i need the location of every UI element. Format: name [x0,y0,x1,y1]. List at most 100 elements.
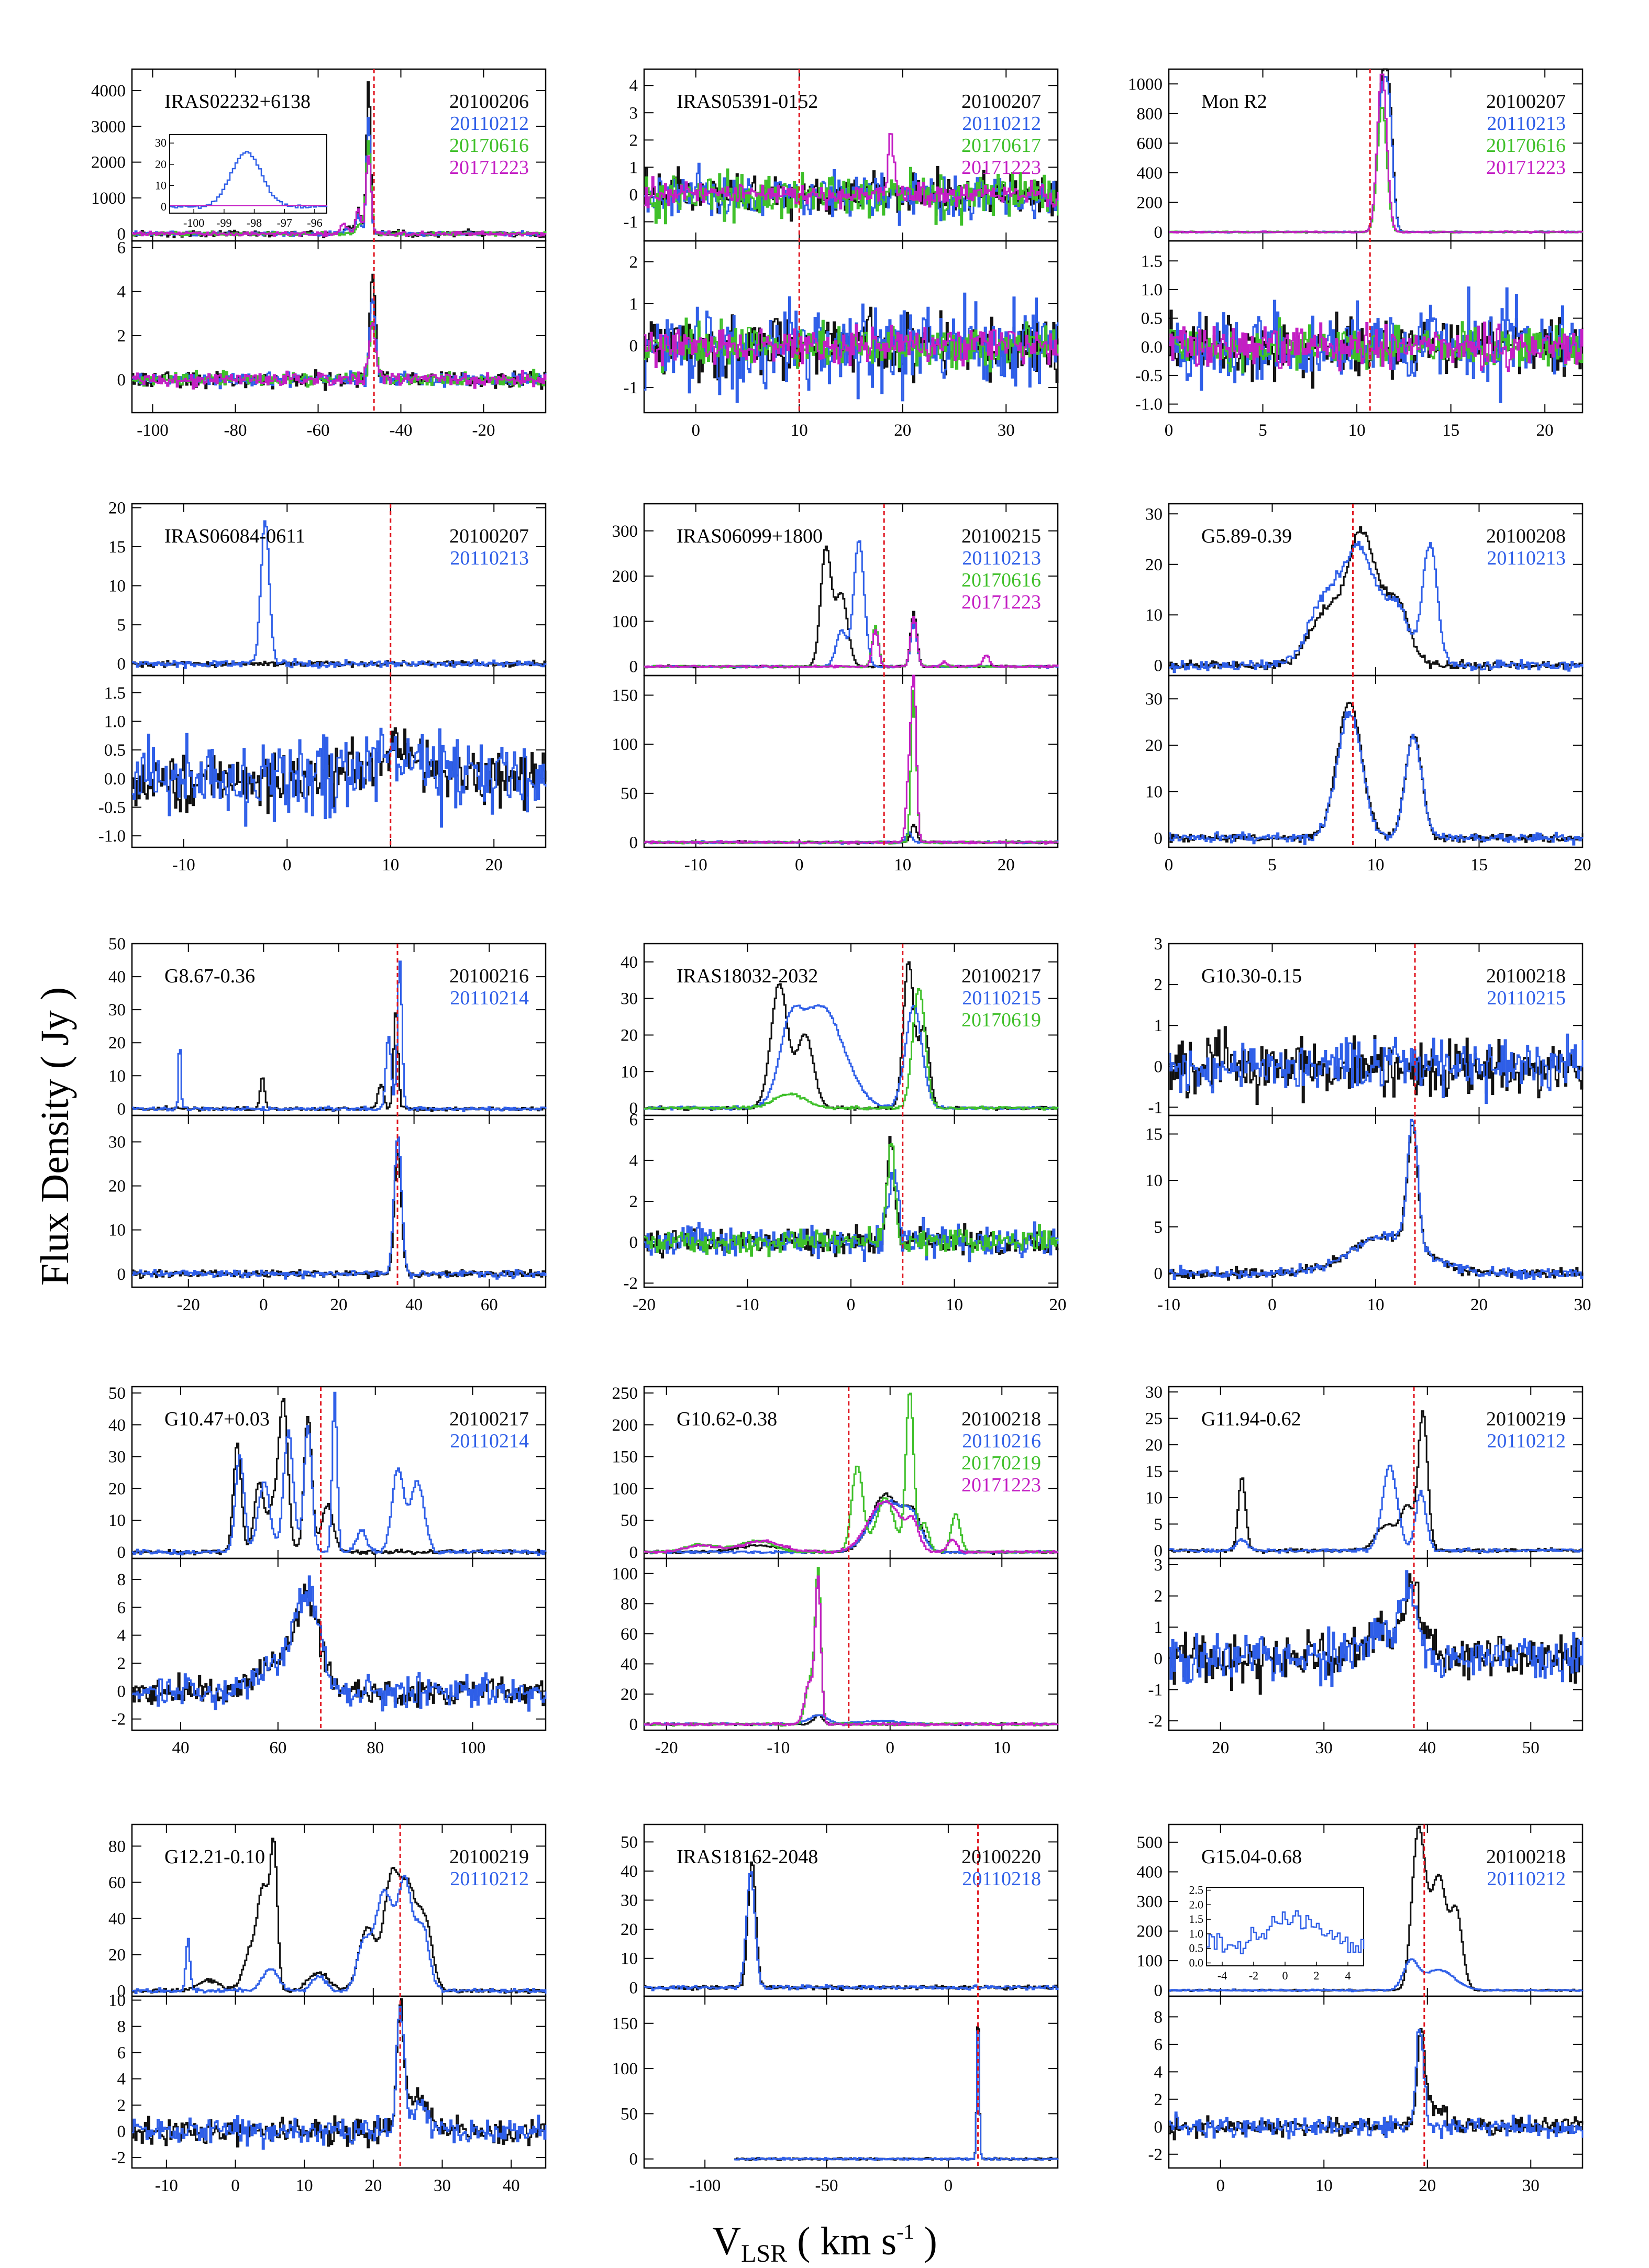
panel-9-xtick-label-3: 20 [1470,1296,1488,1314]
panel-15-xtick-label-0: 0 [1216,2176,1225,2195]
panel-7-top-series-20110214 [132,960,547,1112]
panel-9-bottom-series-20110215 [1169,1119,1584,1280]
panel-13-legend-20110212: 20110212 [450,1868,529,1890]
panel-4-bottom-series-20110213 [132,727,547,828]
panel-3-bottom-ytick-label-3: 0.5 [1141,309,1163,328]
panel-13-source-label: G12.21-0.10 [164,1846,265,1868]
panel-11-legend-20110216: 20110216 [962,1430,1041,1452]
panel-15-top-ytick-label-5: 500 [1137,1833,1163,1852]
panel-11-bottom-ytick-label-4: 80 [621,1595,638,1613]
panel-13-top-ytick-label-0: 0 [117,1982,126,2001]
panel-12-source-label: G11.94-0.62 [1201,1408,1301,1430]
panel-5-legend-20110213: 20110213 [962,547,1041,569]
panel-7-source-label: G8.67-0.36 [164,965,255,987]
panel-8-xtick-label-0: -20 [633,1296,656,1314]
panel-15-inset-series [1207,1910,1365,1954]
panel-12-top-ytick-label-2: 10 [1145,1489,1163,1508]
panel-1-inset-xtick-4: -96 [307,216,322,229]
panel-4: 0 5 10 15 20 -1.0 -0.5 0.0 0.5 1.0 1.5 -10 0 10 20 IRAS… [98,499,547,875]
panel-6-bottom-ytick-label-2: 20 [1145,736,1163,755]
panel-10-top-ytick-label-5: 50 [108,1384,126,1403]
panel-7-xtick-label-1: 0 [259,1296,268,1314]
panel-6-xtick-label-4: 20 [1574,856,1591,875]
panel-7-bottom-ytick-label-0: 0 [117,1265,126,1284]
panel-4-top-ytick-label-1: 5 [117,616,126,635]
panel-10-top-ytick-label-1: 10 [108,1511,126,1530]
panel-3-xtick-label-0: 0 [1165,421,1174,440]
y-axis-label: Flux Density ( Jy ) [33,987,77,1286]
panel-14-source-label: IRAS18162-2048 [677,1846,818,1868]
panel-1-bottom-ytick-label-0: 0 [117,371,126,390]
panel-7-bottom-series-20100216 [132,1153,547,1279]
panel-10-bottom-series-20110214 [132,1575,547,1712]
panel-1-inset-xtick-2: -98 [247,216,262,229]
panel-3-xtick-label-1: 5 [1258,421,1267,440]
panel-14-top-ytick-label-0: 0 [629,1978,638,1997]
panel-1-source-label: IRAS02232+6138 [164,91,311,113]
panel-8-legend-20170619: 20170619 [961,1009,1041,1031]
panel-12-bottom-ytick-label-0: -2 [1148,1712,1163,1731]
panel-15-bottom-ytick-label-4: 6 [1154,2035,1163,2054]
panel-3-xtick-label-4: 20 [1536,421,1554,440]
panel-4-legend-20110213: 20110213 [450,547,529,569]
panel-9-bottom-ytick-label-3: 15 [1145,1125,1163,1144]
panel-6-bottom-ytick-label-0: 0 [1154,829,1163,848]
panel-2-legend-20100207: 20100207 [961,91,1041,113]
panel-15-inset-xtick-1: -2 [1249,1969,1258,1982]
panel-13-xtick-label-3: 20 [364,2176,382,2195]
panel-6-top-series-20110213 [1169,540,1584,673]
panel-2-bottom-ytick-label-3: 2 [629,253,638,272]
panel-3-bottom-series-20171223 [1169,322,1584,372]
panel-15-bottom-ytick-label-3: 4 [1154,2063,1163,2082]
panel-15-inset-ytick-2: 1.0 [1189,1927,1204,1940]
panel-13-bottom-ytick-label-5: 8 [117,2018,126,2037]
panel-14: 0 10 20 30 40 50 0 50 100 150 -100 -50 0 IRAS18162-20… [612,1823,1059,2195]
panel-1-inset-ytick-1: 10 [155,179,167,192]
panel-13-top-series-20110212 [132,1875,547,1995]
panel-11-top-ytick-label-2: 100 [612,1479,638,1498]
panel-2-bottom-ytick-label-1: 0 [629,337,638,356]
panel-1-inset-xtick-3: -97 [277,216,292,229]
panel-9-bottom-ytick-label-1: 5 [1154,1218,1163,1237]
panel-13-top-ytick-label-1: 20 [108,1946,126,1965]
panel-9-bottom-ytick-label-0: 0 [1154,1264,1163,1283]
panel-4-xtick-label-2: 10 [382,856,399,875]
panel-15-bottom-series-20110212 [1169,2029,1584,2140]
panel-5-xtick-label-0: -10 [684,856,707,875]
panel-8-bottom-series-20170619 [644,1143,1059,1257]
panel-9-top-ytick-label-1: 0 [1154,1057,1163,1076]
panel-2-top-series-20171223 [644,133,1059,211]
panel-3-top-ytick-label-2: 400 [1137,164,1163,183]
panel-5-bottom-series-20170616 [644,690,1059,845]
panel-6-bottom-ytick-label-3: 30 [1145,690,1163,709]
panel-15-inset-xtick-3: 2 [1314,1969,1320,1982]
panel-5-top-ytick-label-0: 0 [629,658,638,677]
panel-14-legend-20110218: 20110218 [962,1868,1041,1890]
panel-12-bottom-ytick-label-4: 2 [1154,1587,1163,1606]
panel-7-top-series-20100216 [132,1012,547,1112]
panel-7-top-ytick-label-4: 40 [108,968,126,987]
panel-2-xtick-label-0: 0 [692,421,701,440]
panel-2-bottom-frame [643,240,1059,414]
panel-5-xtick-label-2: 10 [894,856,911,875]
panel-2-top-ytick-label-5: 4 [629,76,638,95]
panel-11-xtick-label-1: -10 [767,1739,790,1757]
panel-14-top-series-20110218 [644,1871,1059,1992]
panel-15-top-ytick-label-2: 200 [1137,1922,1163,1941]
panel-9-bottom-frame [1168,1114,1584,1288]
panel-10-bottom-ytick-label-4: 6 [117,1598,126,1617]
panel-12-xtick-label-0: 20 [1212,1739,1229,1757]
panel-11: 0 50 100 150 200 250 0 20 40 60 80 100 -20 -10 0 10 G10.… [612,1384,1059,1757]
panel-4-bottom-ytick-label-3: 0.5 [104,741,126,760]
panel-11-xtick-label-0: -20 [655,1739,678,1757]
panel-1: 0 1000 2000 3000 4000 0 2 4 6 -100 -80 -60 -40 -20 IRA… [91,68,547,440]
panel-13-top-ytick-label-4: 80 [108,1837,126,1856]
panel-7-top-ytick-label-5: 50 [108,935,126,954]
panel-15-xtick-label-2: 20 [1419,2176,1436,2195]
panel-6-top-ytick-label-0: 0 [1154,657,1163,676]
panel-5-bottom-ytick-label-3: 150 [612,686,638,705]
panel-15-source-label: G15.04-0.68 [1201,1846,1302,1868]
